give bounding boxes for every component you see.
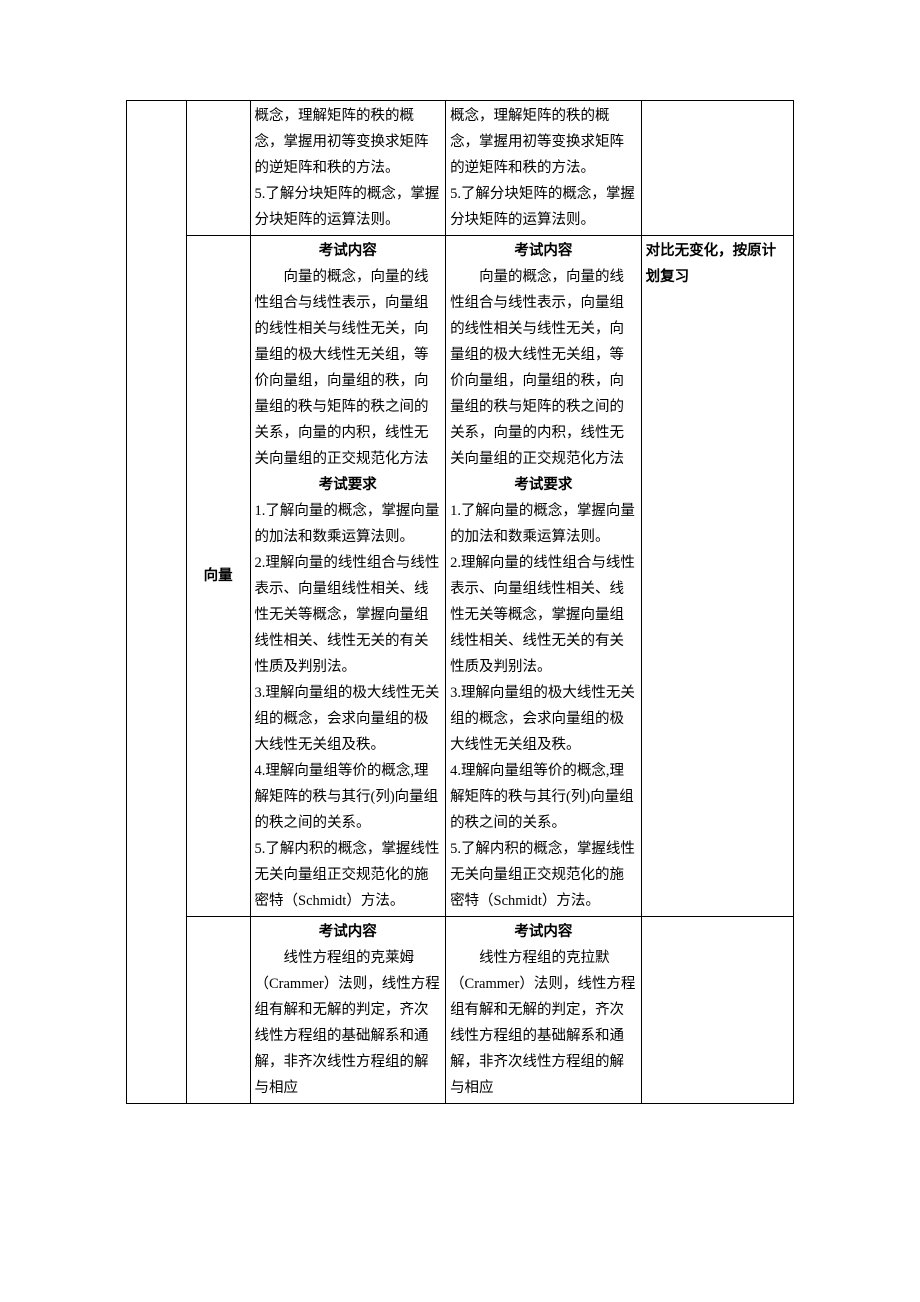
cell-content-left: 考试内容 线性方程组的克莱姆（Crammer）法则，线性方程组有解和无解的判定，…	[250, 917, 446, 1104]
syllabus-table: 概念，理解矩阵的秩的概念，掌握用初等变换求矩阵的逆矩阵和秩的方法。 5.了解分块…	[126, 100, 794, 1104]
text-line: 概念，理解矩阵的秩的概念，掌握用初等变换求矩阵的逆矩阵和秩的方法。	[255, 103, 442, 181]
heading-exam-requirement: 考试要求	[255, 472, 442, 498]
req-item: 3.理解向量组的极大线性无关组的概念，会求向量组的极大线性无关组及秩。	[450, 680, 637, 758]
req-item: 5.了解内积的概念，掌握线性无关向量组正交规范化的施密特（Schmidt）方法。	[255, 836, 442, 914]
heading-exam-content: 考试内容	[450, 919, 637, 945]
cell-content-right: 概念，理解矩阵的秩的概念，掌握用初等变换求矩阵的逆矩阵和秩的方法。 5.了解分块…	[446, 101, 642, 236]
cell-content-right: 考试内容 线性方程组的克拉默（Crammer）法则，线性方程组有解和无解的判定，…	[446, 917, 642, 1104]
page-container: 概念，理解矩阵的秩的概念，掌握用初等变换求矩阵的逆矩阵和秩的方法。 5.了解分块…	[0, 0, 920, 1164]
heading-exam-content: 考试内容	[255, 238, 442, 264]
req-item: 1.了解向量的概念，掌握向量的加法和数乘运算法则。	[255, 498, 442, 550]
cell-comment: 对比无变化，按原计划复习	[641, 236, 793, 917]
heading-exam-requirement: 考试要求	[450, 472, 637, 498]
req-item: 2.理解向量的线性组合与线性表示、向量组线性相关、线性无关等概念，掌握向量组线性…	[450, 550, 637, 680]
req-item: 1.了解向量的概念，掌握向量的加法和数乘运算法则。	[450, 498, 637, 550]
heading-exam-content: 考试内容	[255, 919, 442, 945]
cell-section: 向量	[186, 236, 250, 917]
table-row: 概念，理解矩阵的秩的概念，掌握用初等变换求矩阵的逆矩阵和秩的方法。 5.了解分块…	[127, 101, 794, 236]
heading-exam-content: 考试内容	[450, 238, 637, 264]
req-item: 5.了解内积的概念，掌握线性无关向量组正交规范化的施密特（Schmidt）方法。	[450, 836, 637, 914]
cell-content-right: 考试内容 向量的概念，向量的线性组合与线性表示，向量组的线性相关与线性无关，向量…	[446, 236, 642, 917]
req-item: 4.理解向量组等价的概念,理解矩阵的秩与其行(列)向量组的秩之间的关系。	[450, 758, 637, 836]
req-item: 4.理解向量组等价的概念,理解矩阵的秩与其行(列)向量组的秩之间的关系。	[255, 758, 442, 836]
text-line: 5.了解分块矩阵的概念，掌握分块矩阵的运算法则。	[450, 181, 637, 233]
text-intro: 线性方程组的克拉默（Crammer）法则，线性方程组有解和无解的判定，齐次线性方…	[450, 945, 637, 1101]
cell-section	[186, 101, 250, 236]
table-row: 考试内容 线性方程组的克莱姆（Crammer）法则，线性方程组有解和无解的判定，…	[127, 917, 794, 1104]
text-line: 概念，理解矩阵的秩的概念，掌握用初等变换求矩阵的逆矩阵和秩的方法。	[450, 103, 637, 181]
req-item: 2.理解向量的线性组合与线性表示、向量组线性相关、线性无关等概念，掌握向量组线性…	[255, 550, 442, 680]
table-row: 向量 考试内容 向量的概念，向量的线性组合与线性表示，向量组的线性相关与线性无关…	[127, 236, 794, 917]
cell-section	[186, 917, 250, 1104]
cell-content-left: 考试内容 向量的概念，向量的线性组合与线性表示，向量组的线性相关与线性无关，向量…	[250, 236, 446, 917]
text-intro: 向量的概念，向量的线性组合与线性表示，向量组的线性相关与线性无关，向量组的极大线…	[450, 264, 637, 472]
req-item: 3.理解向量组的极大线性无关组的概念，会求向量组的极大线性无关组及秩。	[255, 680, 442, 758]
text-intro: 向量的概念，向量的线性组合与线性表示，向量组的线性相关与线性无关，向量组的极大线…	[255, 264, 442, 472]
text-line: 5.了解分块矩阵的概念，掌握分块矩阵的运算法则。	[255, 181, 442, 233]
cell-colA	[127, 101, 187, 1104]
cell-comment	[641, 101, 793, 236]
text-intro: 线性方程组的克莱姆（Crammer）法则，线性方程组有解和无解的判定，齐次线性方…	[255, 945, 442, 1101]
cell-content-left: 概念，理解矩阵的秩的概念，掌握用初等变换求矩阵的逆矩阵和秩的方法。 5.了解分块…	[250, 101, 446, 236]
cell-comment	[641, 917, 793, 1104]
